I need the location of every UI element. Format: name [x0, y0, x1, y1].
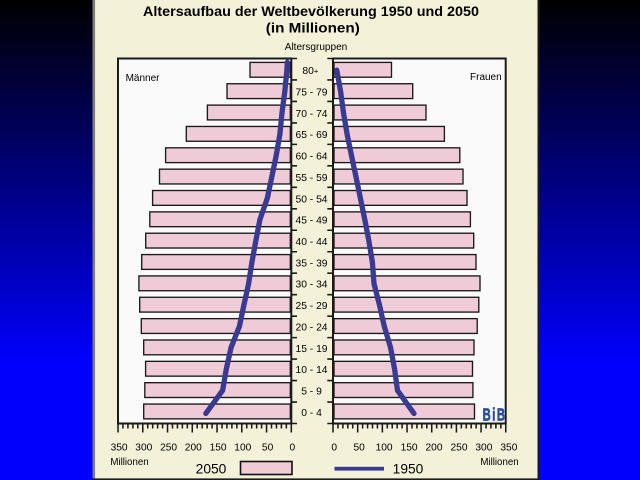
svg-text:1950: 1950: [393, 461, 424, 476]
svg-text:100: 100: [376, 443, 393, 454]
svg-text:250: 250: [160, 443, 177, 454]
svg-text:60 - 64: 60 - 64: [295, 152, 327, 163]
svg-text:70 - 74: 70 - 74: [295, 109, 327, 120]
svg-text:350: 350: [111, 443, 128, 454]
svg-text:35 - 39: 35 - 39: [295, 258, 327, 269]
svg-text:45 - 49: 45 - 49: [295, 216, 327, 227]
svg-text:50 - 54: 50 - 54: [295, 194, 327, 205]
svg-text:Altersgruppen: Altersgruppen: [285, 42, 348, 53]
svg-text:350: 350: [500, 443, 517, 454]
svg-text:BiB: BiB: [483, 406, 507, 425]
svg-text:300: 300: [475, 443, 492, 454]
svg-text:0: 0: [289, 443, 295, 454]
svg-text:0: 0: [331, 443, 337, 454]
svg-text:2050: 2050: [196, 461, 227, 476]
svg-text:40 - 44: 40 - 44: [295, 237, 327, 248]
svg-text:0 - 4: 0 - 4: [301, 408, 322, 419]
svg-text:25 - 29: 25 - 29: [295, 301, 327, 312]
svg-text:150: 150: [401, 443, 418, 454]
svg-text:300: 300: [135, 443, 152, 454]
svg-text:Millionen: Millionen: [480, 457, 518, 468]
svg-text:200: 200: [426, 443, 443, 454]
svg-text:250: 250: [451, 443, 468, 454]
svg-text:(in Millionen): (in Millionen): [266, 21, 360, 36]
svg-text:30 - 34: 30 - 34: [295, 280, 327, 291]
svg-text:50: 50: [262, 443, 274, 454]
svg-text:Männer: Männer: [126, 73, 161, 84]
svg-text:15 - 19: 15 - 19: [295, 344, 327, 355]
svg-text:5 - 9: 5 - 9: [301, 386, 322, 397]
svg-text:150: 150: [210, 443, 227, 454]
svg-text:10 - 14: 10 - 14: [295, 365, 327, 376]
svg-text:50: 50: [354, 443, 366, 454]
svg-text:Altersaufbau der Weltbevölkeru: Altersaufbau der Weltbevölkerung 1950 un…: [143, 4, 479, 19]
svg-text:80+: 80+: [302, 66, 318, 77]
svg-text:65 - 69: 65 - 69: [295, 130, 327, 141]
svg-text:Frauen: Frauen: [470, 72, 502, 83]
svg-text:200: 200: [185, 443, 202, 454]
svg-text:Millionen: Millionen: [110, 457, 148, 468]
svg-text:20 - 24: 20 - 24: [295, 322, 327, 333]
svg-text:75 - 79: 75 - 79: [295, 88, 327, 99]
svg-text:55 - 59: 55 - 59: [295, 173, 327, 184]
svg-text:100: 100: [234, 443, 251, 454]
